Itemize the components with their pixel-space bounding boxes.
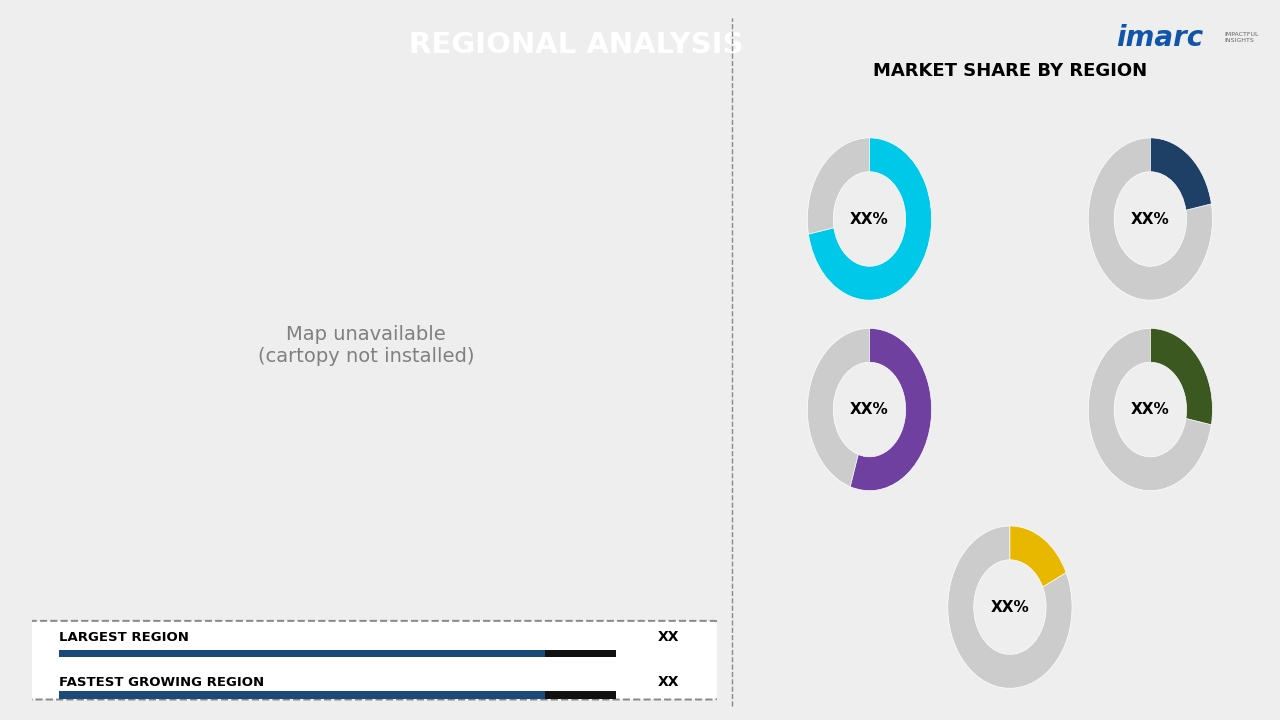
Text: XX%: XX%: [850, 402, 888, 417]
Bar: [545, 691, 616, 698]
FancyBboxPatch shape: [28, 621, 719, 700]
Wedge shape: [808, 328, 869, 487]
Text: XX%: XX%: [1132, 212, 1170, 227]
Wedge shape: [947, 526, 1073, 688]
Text: XX: XX: [658, 631, 680, 644]
Text: FASTEST GROWING REGION: FASTEST GROWING REGION: [59, 675, 265, 688]
Bar: [59, 691, 545, 698]
Text: imarc: imarc: [1116, 24, 1203, 52]
Text: Map unavailable
(cartopy not installed): Map unavailable (cartopy not installed): [257, 325, 475, 366]
Text: XX%: XX%: [1132, 402, 1170, 417]
Text: XX%: XX%: [991, 600, 1029, 615]
Wedge shape: [1088, 328, 1211, 490]
Bar: [545, 650, 616, 657]
Bar: [59, 650, 545, 657]
Text: REGIONAL ANALYSIS: REGIONAL ANALYSIS: [408, 31, 744, 59]
Wedge shape: [808, 138, 869, 234]
Text: XX%: XX%: [850, 212, 888, 227]
Wedge shape: [850, 328, 932, 490]
Wedge shape: [809, 138, 932, 300]
Text: MARKET SHARE BY REGION: MARKET SHARE BY REGION: [873, 62, 1147, 80]
Wedge shape: [1088, 138, 1212, 300]
Wedge shape: [1151, 138, 1211, 210]
Text: XX: XX: [658, 675, 680, 689]
Text: IMPACTFUL
INSIGHTS: IMPACTFUL INSIGHTS: [1224, 32, 1258, 43]
Text: LARGEST REGION: LARGEST REGION: [59, 631, 189, 644]
Wedge shape: [1010, 526, 1066, 587]
Wedge shape: [1151, 328, 1212, 425]
